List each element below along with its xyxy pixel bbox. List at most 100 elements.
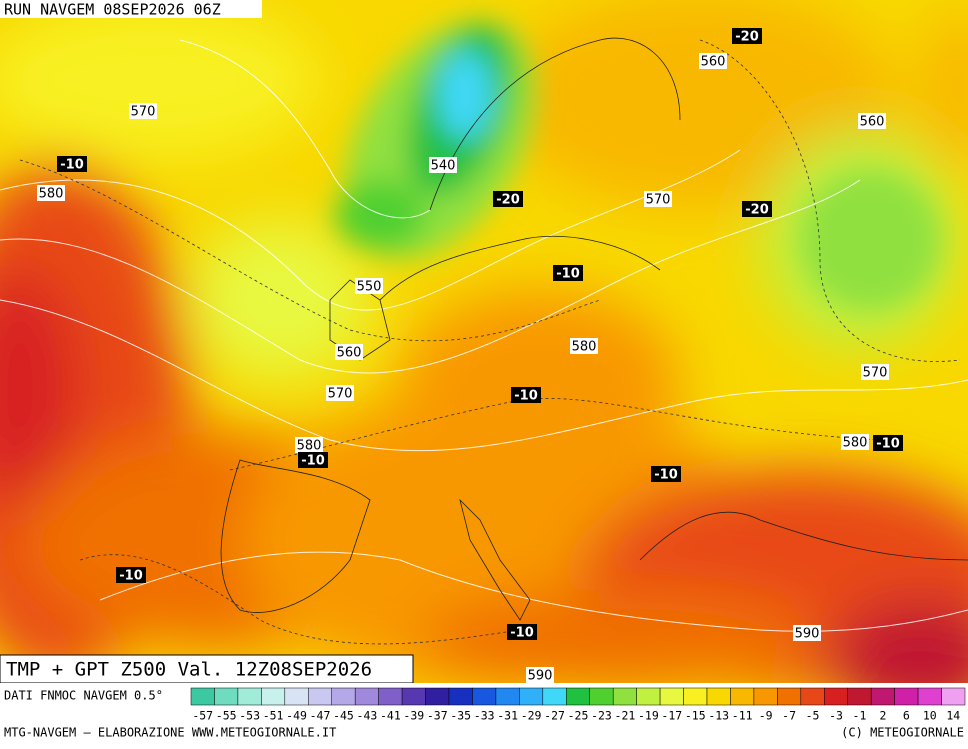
label-box bbox=[793, 625, 821, 641]
geopotential-label: 560 bbox=[337, 346, 362, 361]
colorbar-label: -29 bbox=[521, 709, 542, 723]
label-box bbox=[873, 435, 903, 451]
label-box bbox=[644, 191, 672, 207]
label-box bbox=[841, 434, 869, 450]
colorbar-swatch bbox=[425, 687, 450, 706]
temperature-label: -10 bbox=[556, 267, 580, 282]
temperature-label: -20 bbox=[745, 203, 769, 218]
colorbar-swatch bbox=[331, 687, 356, 706]
geopotential-label: 580 bbox=[39, 187, 64, 202]
colorbar-label: -7 bbox=[782, 709, 796, 723]
colorbar-swatch bbox=[800, 687, 825, 706]
colorbar-swatch bbox=[683, 687, 708, 706]
colorbar-swatch bbox=[308, 687, 332, 706]
colorbar-label: -49 bbox=[286, 709, 307, 723]
label-box bbox=[116, 567, 146, 583]
geopotential-label: 540 bbox=[431, 159, 456, 174]
label-box bbox=[526, 667, 554, 683]
colorbar-swatch bbox=[636, 687, 661, 706]
temperature-label: -10 bbox=[301, 454, 325, 469]
colorbar-label: 10 bbox=[923, 709, 937, 723]
colorbar-swatch bbox=[753, 687, 778, 706]
colorbar-label: -33 bbox=[474, 709, 495, 723]
temperature-label: -10 bbox=[510, 626, 534, 641]
coastlines bbox=[220, 37, 968, 621]
colorbar-swatch bbox=[519, 687, 544, 706]
run-label: RUN NAVGEM 08SEP2026 06Z bbox=[4, 1, 221, 19]
colorbar-label: -15 bbox=[685, 709, 706, 723]
label-box bbox=[326, 385, 354, 401]
temperature-label: -10 bbox=[60, 158, 84, 173]
colorbar-label: -57 bbox=[192, 709, 213, 723]
label-box bbox=[493, 191, 523, 207]
label-box bbox=[298, 452, 328, 468]
colorbar-label: -53 bbox=[239, 709, 260, 723]
label-box bbox=[429, 157, 457, 173]
colorbar-swatch bbox=[777, 687, 802, 706]
colorbar-swatch bbox=[706, 687, 731, 706]
label-box bbox=[507, 624, 537, 640]
label-box bbox=[335, 344, 363, 360]
label-box bbox=[861, 364, 889, 380]
label-box bbox=[732, 28, 762, 44]
colorbar-swatch bbox=[612, 687, 637, 706]
colorbar-swatch bbox=[917, 687, 942, 706]
geopotential-label: 570 bbox=[646, 193, 671, 208]
geopotential-label: 560 bbox=[860, 115, 885, 130]
colorbar-swatch bbox=[495, 687, 520, 706]
contour-labels: 570 580 540 560 560 570 550 560 580 570 580 570 580 5… bbox=[37, 28, 903, 684]
label-box bbox=[295, 437, 323, 453]
label-box bbox=[57, 156, 87, 172]
colorbar-swatch bbox=[542, 687, 567, 706]
colorbar-swatch bbox=[284, 687, 309, 706]
colorbar-swatch bbox=[472, 687, 497, 706]
geopotential-contours bbox=[0, 39, 968, 632]
label-box bbox=[129, 103, 157, 119]
label-box bbox=[37, 185, 65, 201]
geopotential-label: 590 bbox=[528, 669, 553, 684]
colorbar-label: -5 bbox=[806, 709, 820, 723]
colorbar-label: 6 bbox=[903, 709, 910, 723]
colorbar-swatch bbox=[401, 687, 426, 706]
colorbar-swatch bbox=[824, 687, 848, 706]
colorbar-swatch bbox=[448, 687, 473, 706]
geopotential-label: 560 bbox=[701, 55, 726, 70]
geopotential-label: 580 bbox=[572, 340, 597, 355]
temperature-label: -20 bbox=[735, 30, 759, 45]
label-box bbox=[742, 201, 772, 217]
colorbar-label: -39 bbox=[403, 709, 424, 723]
source-label: DATI FNMOC NAVGEM 0.5° bbox=[4, 689, 163, 703]
colorbar-label: -1 bbox=[853, 709, 867, 723]
label-box bbox=[699, 53, 727, 69]
colorbar-label: 2 bbox=[879, 709, 886, 723]
colorbar-label: -19 bbox=[638, 709, 659, 723]
colorbar-swatch bbox=[941, 687, 966, 706]
colorbar-label: -45 bbox=[333, 709, 354, 723]
temperature-label: -20 bbox=[496, 193, 520, 208]
colorbar-label: -9 bbox=[759, 709, 773, 723]
label-box bbox=[511, 387, 541, 403]
colorbar-label: -27 bbox=[544, 709, 565, 723]
colorbar-swatch bbox=[566, 687, 590, 706]
colorbar-label: -17 bbox=[661, 709, 682, 723]
colorbar-label: -35 bbox=[450, 709, 471, 723]
colorbar-swatch bbox=[894, 687, 919, 706]
colorbar-swatch bbox=[730, 687, 755, 706]
geopotential-label: 590 bbox=[795, 627, 820, 642]
colorbar-swatch bbox=[261, 687, 286, 706]
colorbar-label: -13 bbox=[708, 709, 729, 723]
colorbar-label: -41 bbox=[380, 709, 401, 723]
colorbar-label: -23 bbox=[591, 709, 612, 723]
colorbar-swatch bbox=[237, 687, 262, 706]
colorbar-label: 14 bbox=[946, 709, 960, 723]
colorbar-label: -11 bbox=[732, 709, 753, 723]
colorbar-label: -31 bbox=[497, 709, 518, 723]
geopotential-label: 570 bbox=[131, 105, 156, 120]
colorbar-label: -21 bbox=[615, 709, 636, 723]
label-box bbox=[355, 278, 383, 294]
isotherms bbox=[19, 39, 961, 645]
label-box bbox=[553, 265, 583, 281]
colorbar-label: -3 bbox=[829, 709, 843, 723]
